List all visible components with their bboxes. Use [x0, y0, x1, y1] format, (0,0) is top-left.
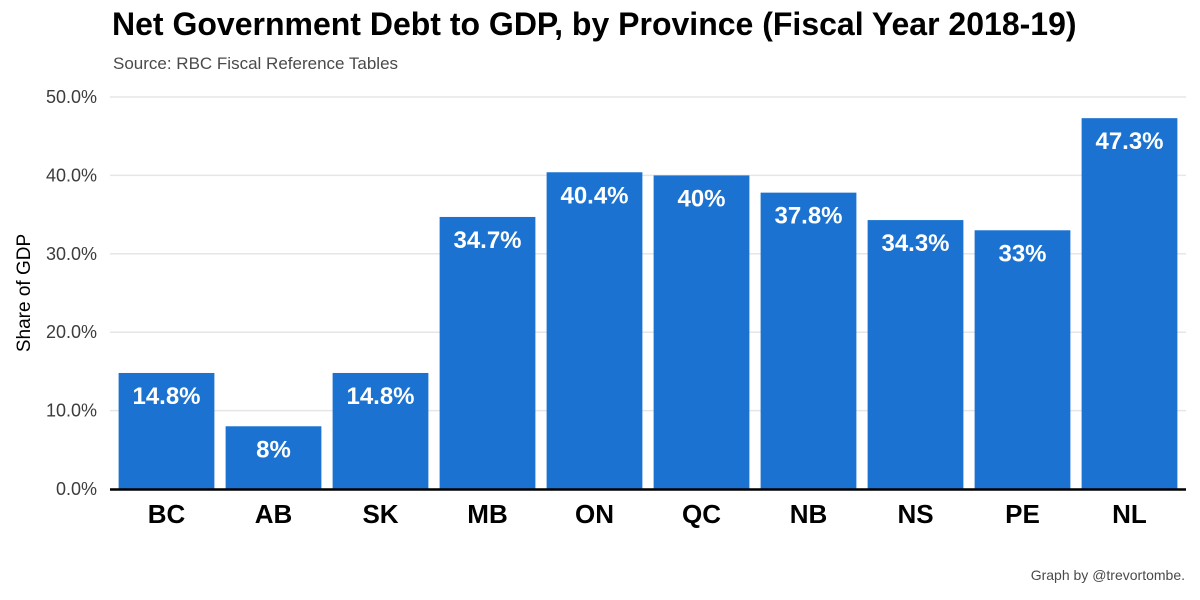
data-label: 33%	[998, 240, 1046, 267]
x-tick-label: AB	[255, 499, 293, 529]
x-tick-label: BC	[148, 499, 186, 529]
x-tick-label: PE	[1005, 499, 1040, 529]
bar-ns	[867, 220, 964, 489]
y-tick-label: 40.0%	[46, 165, 97, 185]
x-tick-label: MB	[467, 499, 507, 529]
x-tick-label: NB	[790, 499, 828, 529]
bars	[118, 118, 1178, 489]
data-labels: 14.8% 8% 14.8% 34.7% 40.4% 40% 37.8% 34.3% 33% 47…	[132, 128, 1163, 463]
data-label: 40%	[677, 185, 725, 212]
data-label: 34.7%	[453, 227, 521, 254]
bar-on	[546, 172, 643, 489]
y-tick-label: 50.0%	[46, 87, 97, 107]
y-tick-label: 20.0%	[46, 322, 97, 342]
x-tick-label: NL	[1112, 499, 1147, 529]
data-label: 14.8%	[346, 383, 414, 410]
x-tick-label: ON	[575, 499, 614, 529]
x-tick-label: SK	[362, 499, 398, 529]
y-axis-ticks: 0.0% 10.0% 20.0% 30.0% 40.0% 50.0%	[46, 87, 97, 499]
y-tick-label: 10.0%	[46, 401, 97, 421]
bar-bc	[118, 372, 215, 489]
x-tick-label: NS	[897, 499, 933, 529]
y-axis-label: Share of GDP	[14, 234, 35, 352]
x-tick-label: QC	[682, 499, 721, 529]
data-label: 8%	[256, 436, 291, 463]
bar-mb	[439, 216, 536, 489]
y-tick-label: 0.0%	[56, 479, 97, 499]
data-label: 37.8%	[774, 203, 842, 230]
data-label: 14.8%	[132, 383, 200, 410]
bar-pe	[974, 230, 1071, 489]
data-label: 40.4%	[560, 182, 628, 209]
bar-nb	[760, 192, 857, 489]
bar-nl	[1081, 118, 1178, 489]
chart-subtitle: Source: RBC Fiscal Reference Tables	[113, 54, 399, 73]
data-label: 47.3%	[1095, 128, 1163, 155]
y-tick-label: 30.0%	[46, 244, 97, 264]
bar-ab	[225, 426, 322, 489]
data-label: 34.3%	[881, 230, 949, 257]
bar-sk	[332, 372, 429, 489]
x-axis-ticks: BC AB SK MB ON QC NB NS PE NL	[148, 499, 1147, 529]
bar-qc	[653, 175, 750, 489]
graph-credit: Graph by @trevortombe.	[1030, 567, 1185, 583]
chart-title: Net Government Debt to GDP, by Province …	[112, 6, 1077, 42]
